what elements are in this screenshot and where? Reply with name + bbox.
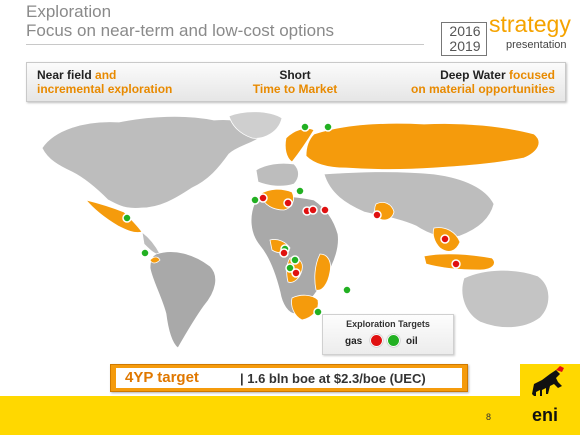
focus-near-field-bold: Near field	[37, 68, 92, 82]
east-africa-shape	[314, 253, 331, 291]
gas-marker	[440, 234, 450, 244]
gas-marker	[279, 248, 289, 258]
focus-near-field-line2: incremental exploration	[37, 82, 173, 96]
asia-shape	[323, 171, 495, 238]
australia-shape	[461, 269, 550, 328]
page-number: 8	[486, 412, 492, 422]
target-detail: | 1.6 bln boe at $2.3/boe (UEC)	[240, 371, 426, 386]
north-america-shape	[41, 115, 263, 209]
norway-shape	[284, 128, 315, 163]
six-legged-dog-icon	[532, 366, 564, 396]
target-box: 4YP target | 1.6 bln boe at $2.3/boe (UE…	[110, 364, 468, 392]
slide-subtitle: Focus on near-term and low-cost options	[26, 21, 335, 40]
strategy-word: strategy	[489, 11, 571, 37]
oil-marker	[290, 255, 300, 265]
gas-marker	[451, 259, 461, 269]
europe-shape	[255, 162, 299, 187]
focus-deep-water-line2: on material opportunities	[410, 82, 555, 96]
years-box: 2016 2019	[441, 22, 487, 56]
oil-marker	[295, 186, 305, 196]
greenland-shape	[228, 111, 283, 139]
focus-deep-water: Deep Water focused on material opportuni…	[411, 68, 555, 96]
oil-marker	[122, 213, 132, 223]
focus-near-field-rest: and	[91, 68, 117, 82]
slide-title: Exploration	[26, 2, 112, 21]
oil-marker	[285, 263, 295, 273]
focus-short-line1: Short	[279, 68, 311, 82]
oil-marker	[313, 307, 323, 317]
focus-band: Near field and incremental exploration S…	[26, 62, 566, 102]
target-main: 4YP target	[125, 369, 199, 386]
focus-deep-water-rest: focused	[505, 68, 555, 82]
legend-gas-dot	[370, 334, 383, 347]
gas-marker	[291, 268, 301, 278]
oil-marker	[140, 248, 150, 258]
oil-marker	[323, 122, 333, 132]
south-america-shape	[149, 251, 217, 349]
legend-title: Exploration Targets	[346, 319, 430, 329]
legend-oil-dot	[387, 334, 400, 347]
oil-marker	[342, 285, 352, 295]
gas-marker	[258, 193, 268, 203]
focus-short-time: Short Time to Market	[205, 68, 385, 96]
exploration-legend: Exploration Targets gas oil	[322, 314, 454, 355]
legend-oil-label: oil	[406, 336, 418, 347]
legend-gas-label: gas	[345, 336, 363, 347]
gas-marker	[283, 198, 293, 208]
south-africa-shape	[291, 294, 319, 321]
presentation-word: presentation	[506, 39, 567, 51]
year-start: 2016	[449, 23, 481, 39]
year-end: 2019	[449, 38, 481, 54]
world-map	[41, 111, 550, 349]
eni-wordmark: eni	[532, 405, 559, 425]
gas-marker	[320, 205, 330, 215]
eni-logo	[520, 364, 580, 435]
oil-marker	[300, 122, 310, 132]
gas-marker	[308, 205, 318, 215]
footer-bar	[0, 396, 580, 435]
title-divider	[26, 44, 424, 45]
target-inner: 4YP target | 1.6 bln boe at $2.3/boe (UE…	[116, 368, 462, 388]
russia-shape	[305, 122, 540, 170]
ecuador-shape	[149, 256, 161, 264]
gas-marker	[372, 210, 382, 220]
focus-near-field: Near field and incremental exploration	[37, 68, 172, 96]
focus-short-line2: Time to Market	[252, 82, 338, 96]
focus-deep-water-bold: Deep Water	[440, 68, 506, 82]
oil-marker	[250, 195, 260, 205]
